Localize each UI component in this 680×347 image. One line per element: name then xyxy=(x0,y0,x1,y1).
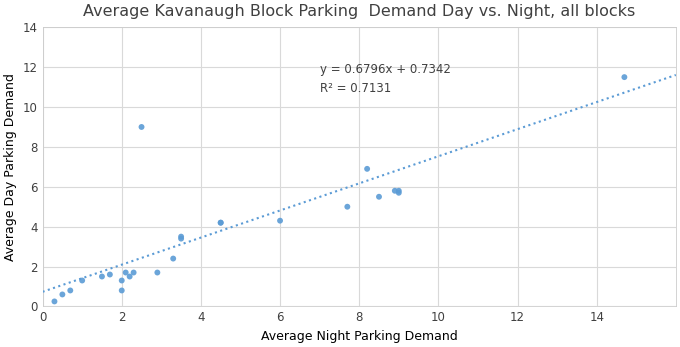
Point xyxy=(390,188,401,194)
Point xyxy=(373,194,384,200)
Point xyxy=(275,218,286,223)
Point xyxy=(105,272,116,277)
Point xyxy=(393,188,404,194)
Point xyxy=(175,236,186,242)
Point xyxy=(77,278,88,283)
Text: y = 0.6796x + 0.7342
R² = 0.7131: y = 0.6796x + 0.7342 R² = 0.7131 xyxy=(320,63,451,95)
Point xyxy=(619,74,630,80)
Point xyxy=(152,270,163,275)
Point xyxy=(136,124,147,130)
Point xyxy=(168,256,179,261)
Point xyxy=(128,270,139,275)
Point xyxy=(342,204,353,210)
Point xyxy=(116,288,127,293)
Point xyxy=(393,190,404,196)
Y-axis label: Average Day Parking Demand: Average Day Parking Demand xyxy=(4,73,17,261)
Point xyxy=(97,274,107,279)
Point xyxy=(175,234,186,239)
Point xyxy=(49,299,60,304)
Point xyxy=(362,166,373,172)
Point xyxy=(120,270,131,275)
Point xyxy=(216,220,226,226)
Point xyxy=(216,220,226,226)
Point xyxy=(65,288,75,293)
Point xyxy=(124,274,135,279)
Title: Average Kavanaugh Block Parking  Demand Day vs. Night, all blocks: Average Kavanaugh Block Parking Demand D… xyxy=(83,4,635,19)
X-axis label: Average Night Parking Demand: Average Night Parking Demand xyxy=(261,330,458,343)
Point xyxy=(116,278,127,283)
Point xyxy=(57,292,68,297)
